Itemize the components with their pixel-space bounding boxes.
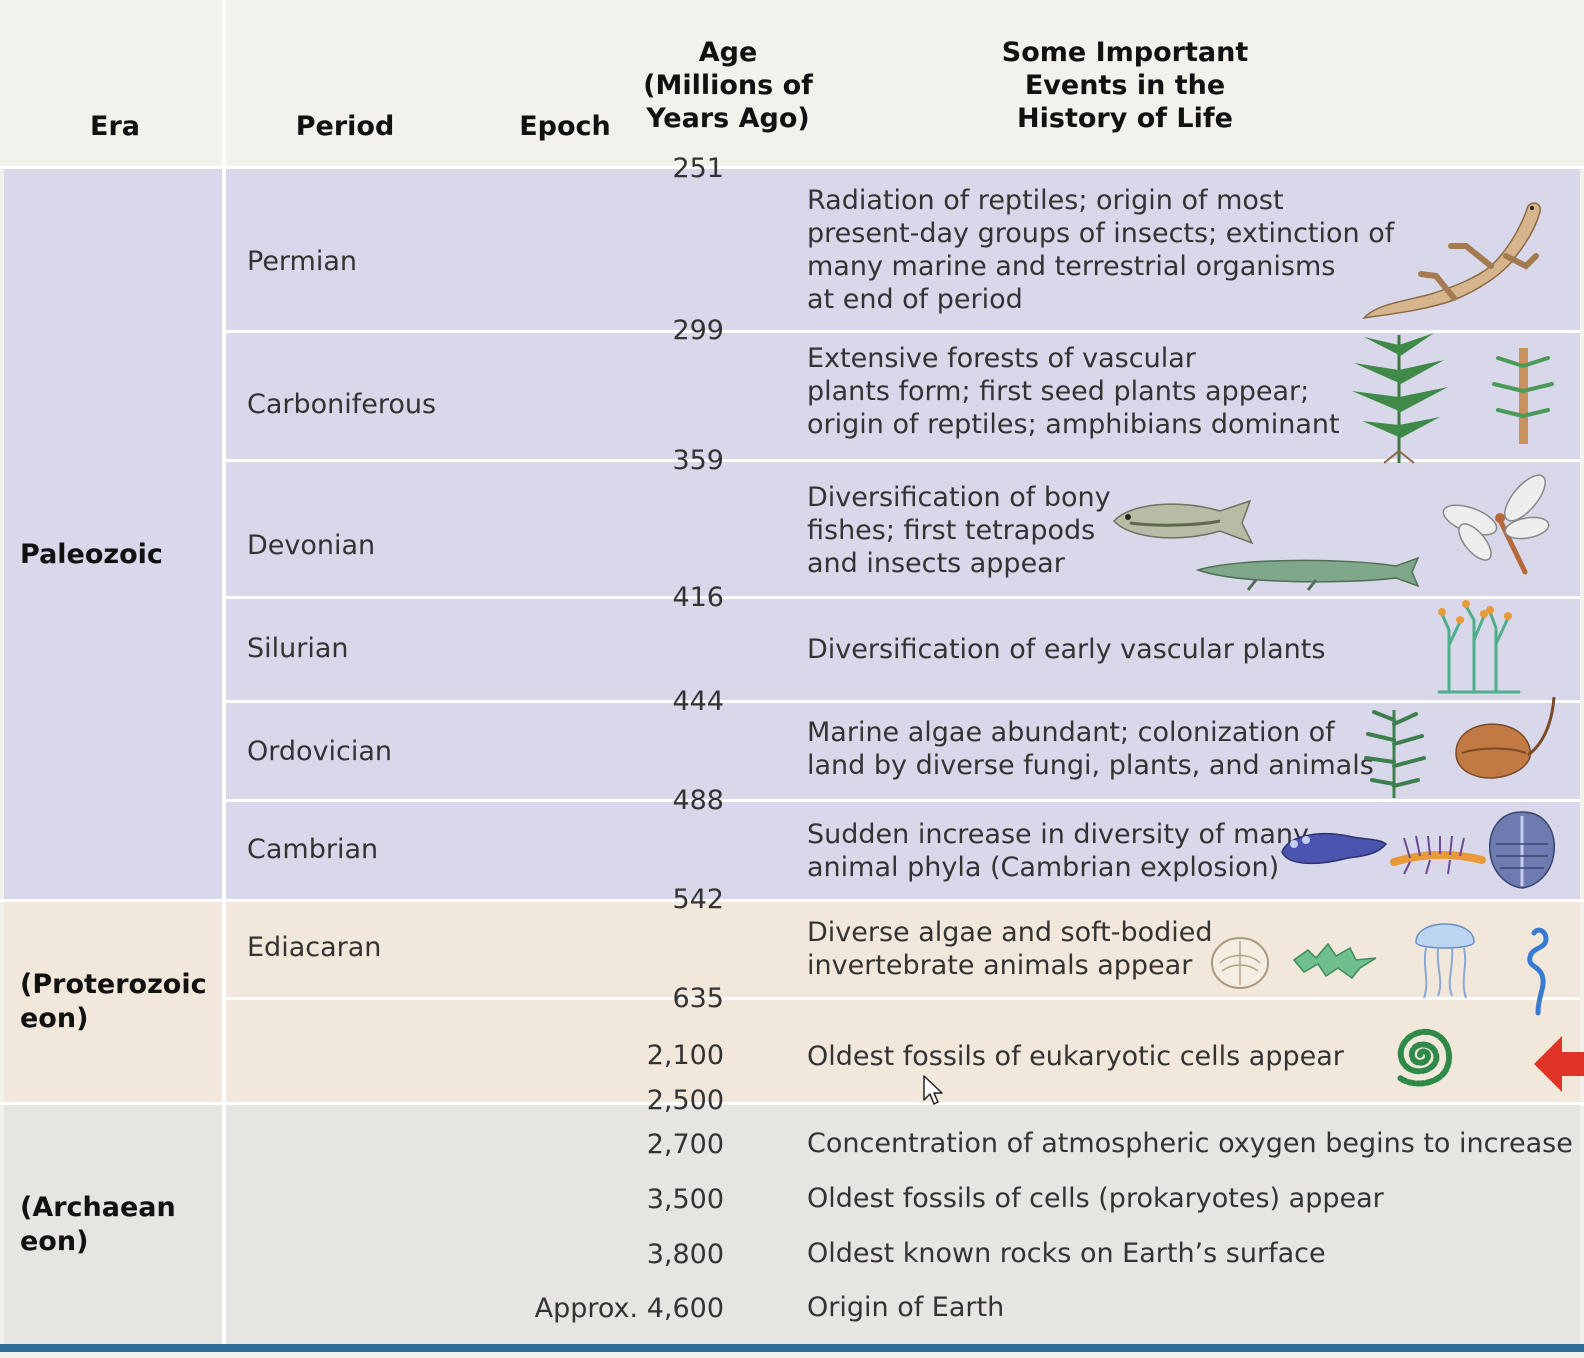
header-period: Period <box>295 111 395 142</box>
age-value: 416 <box>672 582 724 613</box>
row-divider <box>226 997 1580 1000</box>
horsetail-icon <box>1492 348 1554 444</box>
fern-icon <box>1352 333 1448 464</box>
mouse-cursor-icon <box>923 1075 943 1105</box>
cambrian-worm-icon <box>1281 833 1388 865</box>
row-divider <box>226 799 1580 802</box>
early-plant-icon <box>1437 600 1521 694</box>
period-ediacaran: Ediacaran <box>247 932 382 963</box>
era-proterozoic: (Proterozoic eon) <box>20 969 207 1034</box>
spiral-worm-icon <box>1527 927 1549 1016</box>
period-permian: Permian <box>247 246 358 277</box>
proterozoic-band <box>4 902 1580 1102</box>
ediacaran-disc-icon <box>1211 937 1269 989</box>
event-ordovician: Marine algae abundant; colonization of la… <box>807 717 1374 781</box>
eukaryotic-coil-icon <box>1397 1028 1453 1087</box>
age-value: Approx. 4,600 <box>534 1293 724 1324</box>
band-divider <box>0 899 1584 902</box>
event-silurian: Diversification of early vascular plants <box>807 634 1326 665</box>
row-divider <box>226 700 1580 703</box>
event-eukaryotes: Oldest fossils of eukaryotic cells appea… <box>807 1041 1344 1072</box>
era-archaean: (Archaean eon) <box>20 1192 176 1257</box>
age-value: 3,800 <box>646 1239 724 1270</box>
header-era: Era <box>90 111 140 142</box>
row-divider <box>226 330 1580 333</box>
row-divider <box>226 459 1580 462</box>
period-ordovician: Ordovician <box>247 736 393 767</box>
age-value: 251 <box>672 153 724 184</box>
tetrapod-fish-icon <box>1195 556 1420 591</box>
period-carboniferous: Carboniferous <box>247 389 437 420</box>
event-origin-earth: Origin of Earth <box>807 1292 1005 1323</box>
age-value: 542 <box>672 884 724 915</box>
header-events: Some Important Events in the History of Li… <box>1001 37 1249 134</box>
algae-icon <box>1364 710 1426 798</box>
horseshoe-crab-icon <box>1455 696 1556 779</box>
event-permian: Radiation of reptiles; origin of most pre… <box>807 185 1395 315</box>
header-age: Age (Millions of Years Ago) <box>643 37 813 134</box>
event-rocks: Oldest known rocks on Earth’s surface <box>807 1238 1326 1269</box>
header-band <box>4 0 1580 166</box>
event-carboniferous: Extensive forests of vascular plants form… <box>807 343 1340 440</box>
band-divider <box>0 1102 1584 1105</box>
header-epoch: Epoch <box>519 111 611 142</box>
bottom-rule <box>0 1344 1584 1352</box>
age-value: 635 <box>672 983 724 1014</box>
age-value: 2,100 <box>646 1040 724 1071</box>
paleozoic-band <box>4 169 1580 899</box>
period-silurian: Silurian <box>247 633 349 664</box>
period-cambrian: Cambrian <box>247 834 379 865</box>
era-paleozoic: Paleozoic <box>20 539 163 570</box>
age-value: 2,500 <box>646 1085 724 1116</box>
age-value: 299 <box>672 315 724 346</box>
band-divider <box>0 166 1584 169</box>
red-arrow-icon <box>1534 1036 1584 1092</box>
period-devonian: Devonian <box>247 530 376 561</box>
event-devonian: Diversification of bony fishes; first tet… <box>807 482 1111 579</box>
jellyfish-icon <box>1415 923 1475 999</box>
event-prokaryotes: Oldest fossils of cells (prokaryotes) ap… <box>807 1183 1384 1214</box>
row-divider <box>226 596 1580 599</box>
era-column-divider <box>222 0 226 1344</box>
age-value: 3,500 <box>646 1184 724 1215</box>
age-value: 444 <box>672 686 724 717</box>
event-cambrian: Sudden increase in diversity of many anim… <box>807 819 1310 883</box>
ediacaran-frond-icon <box>1292 942 1377 980</box>
age-value: 359 <box>672 445 724 476</box>
centipede-icon <box>1390 835 1486 875</box>
age-value: 488 <box>672 785 724 816</box>
dragonfly-icon <box>1442 474 1550 575</box>
event-oxygen: Concentration of atmospheric oxygen begi… <box>807 1128 1573 1159</box>
lizard-icon <box>1362 202 1542 320</box>
bass-fish-icon <box>1112 499 1254 545</box>
event-ediacaran: Diverse algae and soft-bodied invertebrat… <box>807 917 1213 981</box>
archaean-band <box>4 1105 1580 1345</box>
age-value: 2,700 <box>646 1129 724 1160</box>
trilobite-icon <box>1489 811 1555 889</box>
